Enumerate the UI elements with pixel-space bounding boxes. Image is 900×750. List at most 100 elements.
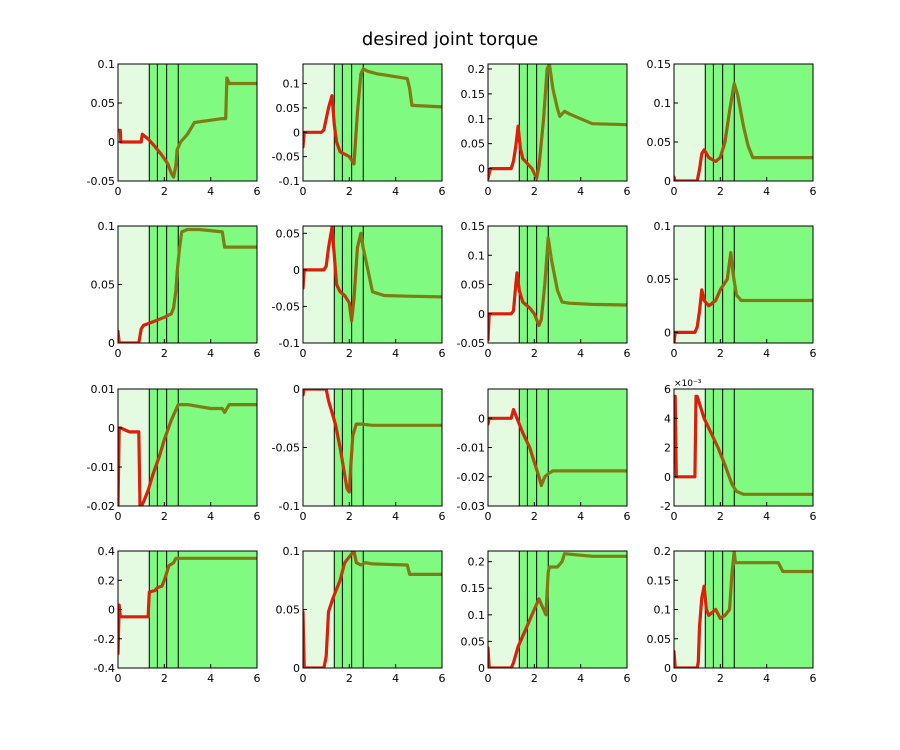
subplot-6: 0 2 4 6 -0.1 -0.05 0 0.05	[272, 225, 446, 360]
phase-region-dark	[334, 64, 442, 181]
x-tick-label: 0	[485, 185, 492, 198]
x-tick-label: 6	[254, 185, 261, 198]
x-tick-label: 4	[392, 347, 399, 360]
series-line-1	[118, 403, 257, 506]
subplot-10: 0 2 4 6 -0.1 -0.05 0	[272, 383, 446, 523]
y-tick-label: 0.15	[461, 582, 486, 595]
phase-region-dark	[705, 551, 813, 668]
series-line-1	[674, 81, 813, 181]
x-tick-label: 6	[624, 510, 631, 523]
subplot-9: 0 2 4 6 -0.02 -0.01 0 0.01	[87, 383, 261, 523]
y-tick-label: 0	[664, 471, 671, 484]
y-tick-label: 0.1	[283, 78, 301, 91]
y-tick-label: 0.05	[647, 633, 672, 646]
x-tick-label: 6	[254, 672, 261, 685]
x-tick-label: 4	[763, 185, 770, 198]
axes-frame	[673, 63, 814, 182]
y-tick-label: 0.05	[461, 279, 486, 292]
y-tick-label: -0.2	[94, 633, 115, 646]
x-tick-label: 2	[161, 347, 168, 360]
y-tick-label: 0.1	[468, 249, 486, 262]
phase-region-light	[488, 226, 520, 343]
y-tick-label: 0	[293, 383, 300, 396]
x-tick-label: 6	[254, 510, 261, 523]
y-tick-label: 0.05	[461, 635, 486, 648]
x-tick-label: 6	[810, 185, 817, 198]
phase-region-dark	[334, 226, 442, 343]
series-line-1	[674, 551, 813, 668]
y-tick-label: 0	[664, 175, 671, 188]
axes-frame	[487, 550, 628, 669]
x-tick-label: 2	[161, 510, 168, 523]
y-tick-label: 0	[293, 662, 300, 675]
phase-region-dark	[705, 64, 813, 181]
phase-region-dark	[519, 226, 627, 343]
x-tick-label: 0	[300, 510, 307, 523]
x-tick-label: 4	[207, 672, 214, 685]
x-tick-label: 6	[810, 347, 817, 360]
phase-region-light	[303, 64, 335, 181]
y-tick-label: 0.1	[468, 113, 486, 126]
y-tick-label: 0.05	[276, 604, 301, 617]
y-tick-label: 0.15	[461, 220, 486, 233]
x-tick-label: 0	[485, 672, 492, 685]
y-tick-label: 0.01	[91, 383, 116, 396]
x-tick-label: 2	[717, 672, 724, 685]
y-tick-label: 0	[478, 308, 485, 321]
x-tick-label: 4	[577, 672, 584, 685]
phase-region-light	[674, 226, 706, 343]
x-tick-label: 0	[485, 347, 492, 360]
x-tick-label: 0	[671, 510, 678, 523]
x-tick-label: 2	[531, 510, 538, 523]
x-tick-label: 4	[392, 185, 399, 198]
y-tick-label: 0.05	[276, 227, 301, 240]
x-tick-label: 2	[531, 347, 538, 360]
y-tick-label: 0.1	[654, 97, 672, 110]
phase-region-dark	[149, 226, 257, 343]
x-tick-label: 0	[300, 185, 307, 198]
phase-region-light	[488, 551, 520, 668]
y-tick-label: -0.05	[457, 337, 485, 350]
x-tick-label: 2	[531, 672, 538, 685]
y-tick-label: -0.01	[457, 442, 485, 455]
y-tick-label: 0	[108, 337, 115, 350]
series-line-1	[303, 67, 442, 166]
x-tick-label: 0	[300, 347, 307, 360]
phase-region-dark	[705, 389, 813, 506]
y-tick-label: -0.1	[279, 500, 300, 513]
subplot-14: 0 2 4 6 0 0.05 0.1	[276, 545, 446, 685]
figure-title: desired joint torque	[362, 29, 538, 50]
y-tick-label: -0.02	[457, 471, 485, 484]
y-tick-label: -0.1	[279, 175, 300, 188]
series-line-1	[303, 226, 442, 323]
x-tick-label: 4	[577, 347, 584, 360]
x-tick-label: 0	[671, 185, 678, 198]
subplot-5: 0 2 4 6 0 0.05 0.1	[91, 220, 261, 360]
x-tick-label: 4	[763, 347, 770, 360]
y-tick-label: -0.05	[272, 442, 300, 455]
x-tick-label: 2	[346, 185, 353, 198]
y-tick-label: -0.1	[279, 337, 300, 350]
subplot-4: 0 2 4 6 0 0.05 0.1 0.15	[647, 58, 817, 198]
phase-region-dark	[334, 551, 442, 668]
y-tick-label: 0.2	[654, 545, 672, 558]
phase-region-light	[118, 551, 150, 668]
x-tick-label: 4	[207, 347, 214, 360]
y-tick-label: 0	[108, 604, 115, 617]
y-tick-label: 4	[664, 412, 671, 425]
x-tick-label: 4	[577, 510, 584, 523]
series-line-1	[488, 64, 627, 181]
phase-region-dark	[149, 551, 257, 668]
x-tick-label: 2	[346, 510, 353, 523]
y-tick-label: 0	[108, 136, 115, 149]
x-tick-label: 0	[115, 510, 122, 523]
axes-frame	[117, 63, 258, 182]
subplot-3: 0 2 4 6 0 0.05 0.1 0.15 0.2	[461, 63, 631, 198]
y-tick-label: -0.03	[457, 500, 485, 513]
subplot-16: 0 2 4 6 0 0.05 0.1 0.15 0.2	[647, 545, 817, 685]
y-tick-label: -0.05	[87, 175, 115, 188]
subplot-11: 0 2 4 6 -0.03 -0.02 -0.01 0	[457, 388, 631, 523]
x-tick-label: 6	[439, 185, 446, 198]
x-tick-label: 0	[671, 347, 678, 360]
series-line-1	[118, 227, 257, 343]
